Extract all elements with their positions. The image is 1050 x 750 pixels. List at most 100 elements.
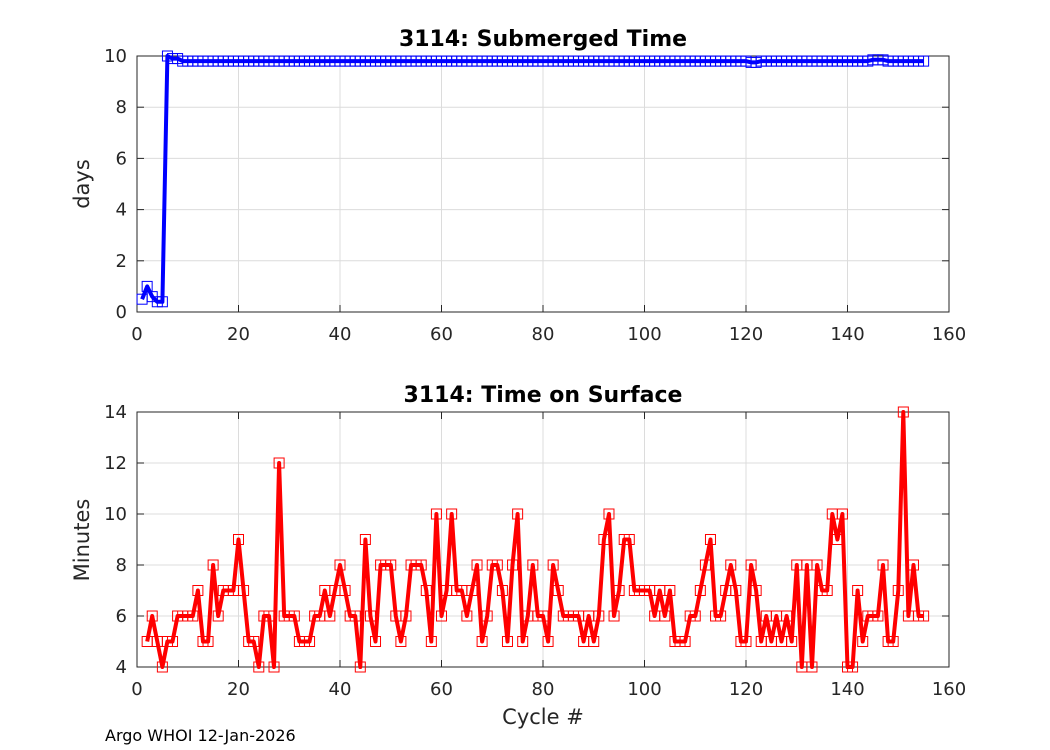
y-axis-label: Minutes [70, 499, 94, 582]
data-point [512, 508, 524, 520]
x-tick-label: 120 [729, 679, 763, 700]
data-point [907, 559, 919, 571]
data-point [689, 610, 701, 622]
data-point [425, 636, 437, 647]
data-point [233, 534, 244, 545]
data-point [852, 585, 864, 596]
data-point [354, 661, 366, 673]
data-point [745, 559, 757, 571]
data-point [547, 559, 559, 571]
data-point [146, 610, 158, 622]
data-point [659, 610, 671, 622]
data-point [847, 661, 859, 673]
data-point [461, 610, 473, 622]
data-point [248, 636, 260, 647]
series-submerged-time [136, 50, 930, 308]
data-point [918, 610, 930, 622]
x-tick-label: 60 [430, 679, 453, 700]
y-tick-label: 10 [104, 46, 127, 67]
x-tick-label: 140 [830, 679, 864, 700]
data-point [603, 508, 615, 520]
data-point [273, 457, 285, 469]
data-point [420, 585, 432, 596]
x-tick-label: 80 [532, 679, 555, 700]
data-point [507, 559, 519, 571]
data-point [730, 585, 742, 596]
data-point [537, 610, 549, 622]
data-point [385, 559, 397, 571]
chart-submerged-time: 3114: Submerged Time 0 20 40 60 80 100 120 140 1… [70, 27, 966, 345]
grid [136, 411, 950, 668]
data-point [725, 559, 737, 571]
data-point [613, 585, 625, 596]
footer-text: Argo WHOI 12-Jan-2026 [105, 726, 296, 745]
data-point [918, 55, 930, 67]
data-point [359, 534, 371, 545]
data-point [781, 610, 793, 622]
data-point [253, 661, 265, 673]
data-point [238, 585, 250, 596]
y-tick-label: 2 [116, 251, 127, 272]
data-point [715, 610, 727, 622]
data-point [349, 610, 361, 622]
y-tick-label: 8 [116, 97, 127, 118]
data-point [192, 585, 204, 596]
data-point [897, 406, 909, 418]
x-axis: 0 20 40 60 80 100 120 140 160 [131, 56, 966, 345]
data-point [202, 636, 214, 647]
x-tick-label: 0 [131, 324, 142, 345]
data-point [288, 610, 300, 622]
x-tick-label: 80 [532, 324, 555, 345]
data-point [471, 559, 483, 571]
data-point [395, 636, 407, 647]
x-tick-label: 20 [227, 324, 250, 345]
data-point [588, 636, 600, 647]
data-point [324, 610, 336, 622]
x-tick-label: 60 [430, 324, 453, 345]
data-point [364, 610, 376, 622]
data-point [339, 585, 351, 596]
y-tick-label: 14 [104, 402, 127, 423]
x-tick-label: 20 [227, 679, 250, 700]
y-tick-label: 4 [116, 200, 127, 221]
data-point [436, 610, 447, 622]
data-point [836, 508, 848, 520]
data-point [892, 585, 904, 596]
x-tick-label: 120 [729, 324, 763, 345]
y-tick-label: 8 [116, 555, 127, 576]
chart-title: 3114: Submerged Time [399, 27, 687, 52]
data-point [821, 585, 833, 596]
data-point [491, 559, 503, 571]
y-tick-label: 12 [104, 453, 127, 474]
data-point [704, 534, 716, 545]
data-point [699, 559, 711, 571]
data-point [831, 534, 843, 545]
x-axis-label: Cycle # [502, 705, 584, 729]
chart-time-on-surface: 3114: Time on Surface 0 20 40 60 80 100 120 140… [70, 383, 966, 729]
data-point [268, 661, 280, 673]
data-point [304, 636, 316, 647]
data-point [887, 636, 899, 647]
data-point [786, 636, 798, 647]
x-tick-label: 100 [627, 679, 661, 700]
x-tick-label: 40 [329, 324, 352, 345]
data-point [481, 610, 493, 622]
x-tick-label: 160 [932, 679, 966, 700]
data-point [593, 610, 605, 622]
data-point [156, 296, 168, 308]
data-point [476, 636, 488, 647]
y-tick-label: 6 [116, 148, 127, 169]
series-time-on-surface [141, 406, 930, 673]
data-point [212, 610, 224, 622]
data-point [334, 559, 346, 571]
y-tick-label: 6 [116, 606, 127, 627]
data-point [156, 661, 168, 673]
data-point [740, 636, 752, 647]
x-tick-label: 140 [830, 324, 864, 345]
data-point [608, 610, 620, 622]
data-point [415, 559, 427, 571]
y-axis: 4 6 8 10 12 14 [104, 402, 949, 678]
data-point [552, 585, 564, 596]
data-point [527, 559, 539, 571]
y-tick-label: 0 [116, 302, 127, 323]
